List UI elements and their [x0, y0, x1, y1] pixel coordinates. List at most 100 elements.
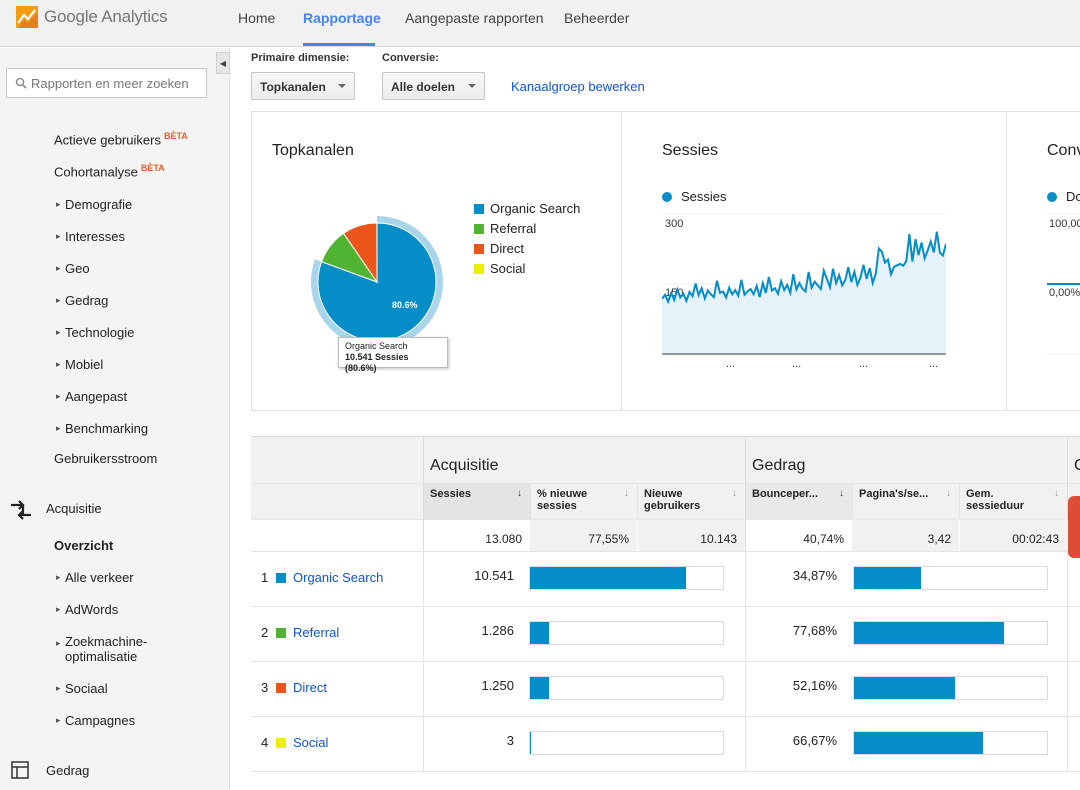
sidebar-item-aangepast[interactable]: Aangepast	[56, 389, 127, 404]
sidebar-item-overzicht[interactable]: Overzicht	[54, 538, 114, 553]
sidebar-item-interesses[interactable]: Interesses	[56, 229, 125, 244]
topkanalen-pie-chart[interactable]: 80.6%	[307, 212, 447, 352]
table-corner	[251, 437, 423, 483]
total-pct-nieuwe-sessies: 77,55%	[530, 519, 637, 551]
sort-arrow-icon: ↓	[839, 488, 844, 499]
sidebar-item-mobiel[interactable]: Mobiel	[56, 357, 103, 372]
header-bounce[interactable]: Bounceper... ↓	[745, 483, 852, 519]
cell-bounce: 77,68%	[792, 623, 837, 638]
sidebar-item-zoekmachine-optimalisatie[interactable]: Zoekmachine- optimalisatie	[56, 634, 147, 664]
column-divider	[1067, 551, 1068, 771]
sessies-bar-fill	[530, 732, 531, 754]
sidebar-item-actieve-gebruikers[interactable]: Actieve gebruikers BÈTA	[54, 131, 188, 147]
header-pct-nieuwe-sessies[interactable]: % nieuwe sessies ↓	[530, 483, 637, 519]
sessies-bar-fill	[530, 622, 549, 644]
row-divider	[251, 661, 1080, 662]
sidebar-item-geo[interactable]: Geo	[56, 261, 89, 276]
header-label: % nieuwe sessies	[537, 488, 588, 512]
sidebar-item-gedrag[interactable]: Gedrag	[56, 293, 108, 308]
legend-organic-search[interactable]: Organic Search	[474, 201, 580, 216]
total-nieuwe-gebruikers: 10.143	[637, 519, 745, 551]
tooltip-value: 10.541 Sessies (80.6%)	[345, 352, 409, 373]
group-acquisitie: Acquisitie	[423, 437, 745, 483]
cell-sessies: 10.541	[474, 568, 514, 583]
sort-arrow-icon: ↓	[1054, 488, 1059, 499]
sidebar-item-technologie[interactable]: Technologie	[56, 325, 134, 340]
x-tick-label: ...	[929, 358, 939, 370]
bounce-bar-fill	[854, 732, 983, 754]
sidebar-item-campagnes[interactable]: Campagnes	[56, 713, 135, 728]
x-tick-label: ...	[792, 358, 802, 370]
header-sessies[interactable]: Sessies ↓	[423, 483, 530, 519]
analytics-logo-icon	[16, 6, 38, 28]
sidebar-item-benchmarking[interactable]: Benchmarking	[56, 421, 148, 436]
group-conversies: C	[1067, 437, 1080, 483]
primary-dimension-dropdown[interactable]: Topkanalen	[251, 72, 355, 100]
bounce-bar-fill	[854, 567, 921, 589]
sidebar-section-gedrag[interactable]: Gedrag	[46, 763, 90, 778]
cell-bounce: 34,87%	[792, 568, 837, 583]
header-label: Pagina's/se...	[859, 488, 929, 500]
sidebar-item-cohortanalyse[interactable]: Cohortanalyse BÈTA	[54, 163, 165, 179]
cell-sessies: 1.250	[481, 678, 514, 693]
legend-social[interactable]: Social	[474, 261, 525, 276]
legend-direct[interactable]: Direct	[474, 241, 524, 256]
sessies-bar	[529, 676, 724, 700]
behavior-layout-icon	[11, 761, 29, 779]
column-divider	[423, 551, 424, 771]
panel-divider	[621, 112, 622, 410]
collapse-sidebar-button[interactable]: ◀	[216, 52, 230, 74]
search-box[interactable]	[6, 68, 207, 98]
sidebar-item-demografie[interactable]: Demografie	[56, 197, 132, 212]
sessies-bar	[529, 731, 724, 755]
header-paginas-per-sessie[interactable]: Pagina's/se... ↓	[852, 483, 959, 519]
sessies-legend: Sessies	[662, 189, 727, 204]
legend-label: Referral	[490, 221, 537, 236]
panel-divider	[1006, 112, 1007, 410]
sessies-bar	[529, 621, 724, 645]
channel-link-referral[interactable]: Referral	[293, 625, 340, 640]
legend-swatch	[474, 263, 484, 274]
legend-referral[interactable]: Referral	[474, 221, 536, 236]
search-input[interactable]	[31, 75, 201, 91]
sidebar-item-gebruikersstroom[interactable]: Gebruikersstroom	[54, 451, 158, 466]
legend-swatch	[474, 223, 484, 234]
y-axis-top-label: 100,00	[1049, 218, 1080, 230]
row-divider	[251, 771, 1080, 772]
nav-home[interactable]: Home	[238, 10, 276, 26]
bounce-bar	[853, 676, 1048, 700]
row-divider	[251, 716, 1080, 717]
legend-swatch	[474, 243, 484, 254]
bounce-bar	[853, 731, 1048, 755]
google-analytics-logo[interactable]: Google Analytics	[16, 6, 168, 28]
pie-tooltip: Organic Search 10.541 Sessies (80.6%)	[338, 337, 448, 373]
x-tick-label: ...	[726, 358, 736, 370]
caret-down-icon	[338, 84, 346, 88]
sidebar-item-adwords[interactable]: AdWords	[56, 602, 118, 617]
conversion-dropdown[interactable]: Alle doelen	[382, 72, 485, 100]
total-sessies: 13.080	[423, 519, 530, 551]
channel-link-social[interactable]: Social	[293, 735, 329, 750]
edit-channel-group-link[interactable]: Kanaalgroep bewerken	[511, 79, 645, 94]
sidebar-item-alle-verkeer[interactable]: Alle verkeer	[56, 570, 134, 585]
search-icon	[15, 77, 27, 89]
legend-label: Do	[1066, 189, 1080, 204]
header-gem-sessieduur[interactable]: Gem. sessieduur ↓	[959, 483, 1067, 519]
total-gem-sessieduur: 00:02:43	[959, 519, 1067, 551]
sessies-bar-fill	[530, 567, 686, 589]
total-paginas-per-sessie: 3,42	[852, 519, 959, 551]
nav-aangepaste-rapporten[interactable]: Aangepaste rapporten	[405, 10, 544, 26]
sidebar-section-acquisitie[interactable]: Acquisitie	[46, 501, 102, 516]
legend-label: Sessies	[681, 189, 727, 204]
feedback-tab[interactable]	[1068, 496, 1080, 558]
channel-link-direct[interactable]: Direct	[293, 680, 327, 695]
header-nieuwe-gebruikers[interactable]: Nieuwe gebruikers ↓	[637, 483, 745, 519]
sessies-title: Sessies	[662, 142, 719, 159]
sidebar-item-sociaal[interactable]: Sociaal	[56, 681, 108, 696]
bounce-bar	[853, 566, 1048, 590]
channel-link-organic-search[interactable]: Organic Search	[293, 570, 384, 585]
sessies-area-chart[interactable]	[662, 212, 946, 362]
nav-rapportage[interactable]: Rapportage	[303, 10, 381, 26]
nav-beheerder[interactable]: Beheerder	[564, 10, 630, 26]
top-bar: Google Analytics Home Rapportage Aangepa…	[0, 0, 1080, 47]
